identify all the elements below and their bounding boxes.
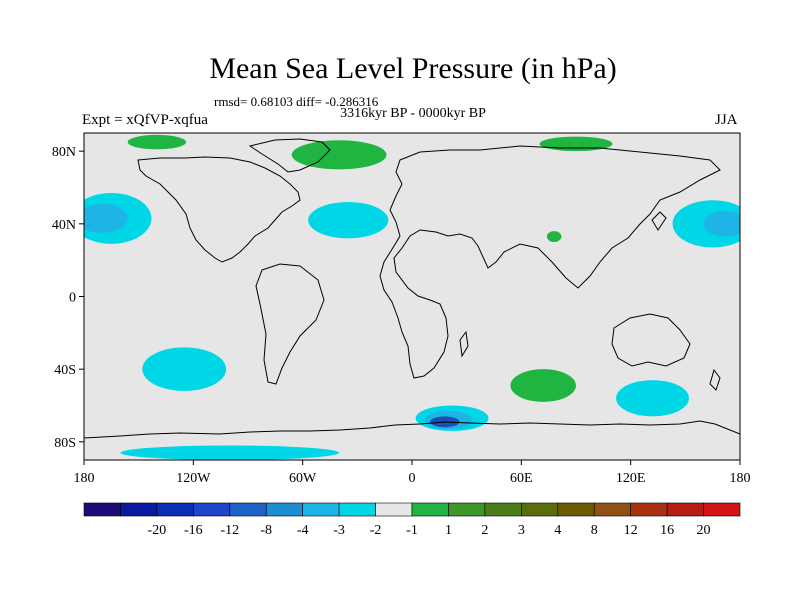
legend-swatch [484, 502, 522, 517]
x-tick-label: 0 [409, 471, 416, 486]
legend-label: 2 [481, 523, 488, 538]
x-tick-label: 180 [730, 471, 751, 486]
new-zealand-coastline [709, 368, 721, 391]
region-north-pacific-east-low-core [703, 211, 740, 237]
axis-ticks: 180 120W 60W 0 60E 120E 180 80N 40N 0 40S 80S [52, 145, 751, 486]
greenland-coastline [248, 138, 331, 173]
legend-label: -12 [220, 523, 239, 538]
legend-swatch [557, 502, 595, 517]
madagascar-coastline [459, 330, 469, 358]
region-arctic-high-greenland [291, 140, 387, 170]
legend-swatch [593, 502, 631, 517]
legend-swatch [521, 502, 559, 517]
legend-swatch [448, 502, 486, 517]
legend-swatch [265, 502, 303, 517]
legend-swatch [302, 502, 340, 517]
map-title: Mean Sea Level Pressure (in hPa) [209, 52, 617, 85]
region-north-pacific-west-low-core [84, 203, 128, 233]
legend-swatch [83, 502, 121, 517]
legend-swatch [375, 502, 413, 517]
experiment-label: Expt = xQfVP-xqfua [82, 112, 208, 128]
legend-swatch [229, 502, 267, 517]
anomaly-regions [84, 134, 740, 460]
legend-label: -3 [333, 523, 345, 538]
north-america-coastline [137, 156, 301, 263]
legend-swatch [703, 502, 741, 517]
region-south-pacific-low [142, 347, 227, 391]
legend-label: -16 [184, 523, 203, 538]
rmsd-diff-stats: rmsd= 0.68103 diff= -0.286316 [214, 94, 379, 109]
legend-label: 16 [660, 523, 674, 538]
legend-label: -8 [260, 523, 272, 538]
legend-label: 8 [591, 523, 598, 538]
y-tick-label: 40S [54, 363, 76, 378]
legend-swatch [120, 502, 158, 517]
legend-label: -1 [406, 523, 418, 538]
y-tick-label: 80S [54, 436, 76, 451]
y-tick-label: 80N [52, 145, 76, 160]
legend-swatch [193, 502, 231, 517]
eurasia-africa-coastline [379, 145, 721, 379]
legend-swatch [666, 502, 704, 517]
y-tick-label: 40N [52, 218, 76, 233]
australia-coastline [611, 313, 691, 367]
region-arctic-high-siberia [539, 136, 613, 152]
japan-coastline [651, 211, 667, 231]
x-tick-label: 120E [616, 471, 646, 486]
legend-swatch [338, 502, 376, 517]
x-tick-label: 60E [510, 471, 533, 486]
legend-swatch [156, 502, 194, 517]
legend-label: 3 [518, 523, 525, 538]
legend-label: 12 [624, 523, 638, 538]
legend-label: 20 [697, 523, 711, 538]
legend-swatch [630, 502, 668, 517]
season-label: JJA [715, 112, 738, 128]
x-tick-label: 120W [176, 471, 211, 486]
antarctica-coastline [84, 420, 740, 439]
region-arctic-high-pacific [127, 134, 187, 150]
legend-label: 4 [554, 523, 561, 538]
region-north-atlantic-low [308, 202, 389, 239]
x-tick-label: 60W [289, 471, 317, 486]
color-legend: -20 -16 -12 -8 -4 -3 -2 -1 1 2 3 4 8 12 16 20 [83, 502, 741, 538]
x-tick-label: 180 [74, 471, 95, 486]
coastlines [84, 138, 740, 439]
region-south-indian-high [510, 369, 576, 402]
legend-label: 1 [445, 523, 452, 538]
legend-label: -4 [297, 523, 309, 538]
south-america-coastline [255, 263, 325, 385]
legend-label: -2 [370, 523, 382, 538]
region-antarctic-pacific-low [120, 445, 340, 460]
region-central-asia-high [546, 231, 562, 242]
y-tick-label: 0 [69, 291, 76, 306]
region-south-indian-low [616, 380, 689, 417]
legend-swatch [411, 502, 449, 517]
legend-label: -20 [148, 523, 167, 538]
time-period-label: 3316kyr BP - 0000kyr BP [340, 106, 486, 121]
